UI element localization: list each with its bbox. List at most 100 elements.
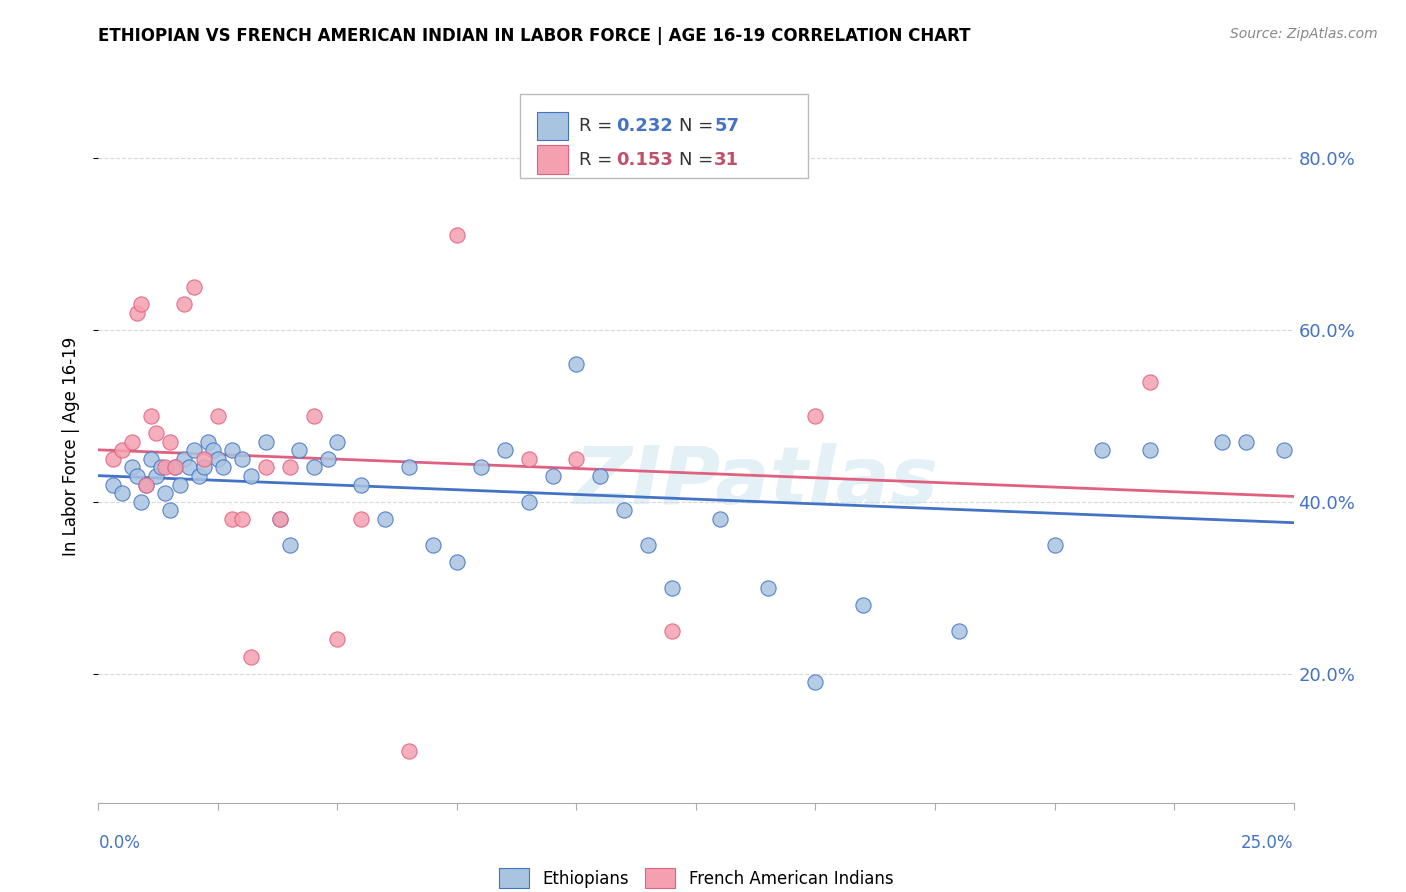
Point xyxy=(565,451,588,466)
Point xyxy=(163,460,186,475)
Point xyxy=(517,495,540,509)
Point xyxy=(517,451,540,466)
Point xyxy=(207,451,229,466)
Point xyxy=(302,409,325,423)
Point xyxy=(145,469,167,483)
Point xyxy=(149,460,172,475)
Text: 57: 57 xyxy=(714,117,740,135)
Point xyxy=(756,581,779,595)
Point xyxy=(1139,375,1161,389)
Legend: Ethiopians, French American Indians: Ethiopians, French American Indians xyxy=(492,862,900,892)
Point xyxy=(183,280,205,294)
Text: R =: R = xyxy=(579,151,619,169)
Point xyxy=(139,451,162,466)
Point xyxy=(173,451,195,466)
Point xyxy=(1091,443,1114,458)
Point xyxy=(661,624,683,638)
Point xyxy=(211,460,233,475)
Text: ETHIOPIAN VS FRENCH AMERICAN INDIAN IN LABOR FORCE | AGE 16-19 CORRELATION CHART: ETHIOPIAN VS FRENCH AMERICAN INDIAN IN L… xyxy=(98,27,972,45)
Point xyxy=(316,451,339,466)
Point xyxy=(1043,538,1066,552)
Point xyxy=(948,624,970,638)
Point xyxy=(131,297,153,311)
Point xyxy=(221,512,243,526)
Point xyxy=(1211,434,1233,449)
Point xyxy=(193,460,215,475)
Text: 0.0%: 0.0% xyxy=(98,834,141,852)
Text: 0.153: 0.153 xyxy=(616,151,672,169)
Point xyxy=(350,477,373,491)
Point xyxy=(254,434,277,449)
Point xyxy=(446,228,468,243)
Point xyxy=(121,460,143,475)
Point xyxy=(269,512,291,526)
Point xyxy=(231,512,253,526)
Point xyxy=(565,357,588,371)
Point xyxy=(131,495,153,509)
Point xyxy=(326,632,349,647)
Text: Source: ZipAtlas.com: Source: ZipAtlas.com xyxy=(1230,27,1378,41)
Point xyxy=(446,555,468,569)
Point xyxy=(231,451,253,466)
Point xyxy=(145,426,167,441)
Point xyxy=(111,443,134,458)
Text: N =: N = xyxy=(679,117,718,135)
Point xyxy=(254,460,277,475)
Point xyxy=(187,469,209,483)
Point xyxy=(125,469,148,483)
Point xyxy=(159,503,181,517)
Point xyxy=(852,598,875,612)
Point xyxy=(613,503,636,517)
Point xyxy=(169,477,191,491)
Text: R =: R = xyxy=(579,117,619,135)
Text: ZIPatlas: ZIPatlas xyxy=(574,442,938,521)
Point xyxy=(494,443,516,458)
Point xyxy=(197,434,219,449)
Point xyxy=(661,581,683,595)
Point xyxy=(155,460,177,475)
Point xyxy=(1234,434,1257,449)
Point xyxy=(278,538,301,552)
Point xyxy=(398,460,420,475)
Point xyxy=(121,434,143,449)
Point xyxy=(135,477,157,491)
Point xyxy=(159,434,181,449)
Point xyxy=(202,443,225,458)
Point xyxy=(709,512,731,526)
Point xyxy=(183,443,205,458)
Text: N =: N = xyxy=(679,151,718,169)
Point xyxy=(804,409,827,423)
Point xyxy=(135,477,157,491)
Point xyxy=(302,460,325,475)
Point xyxy=(111,486,134,500)
Point xyxy=(173,297,195,311)
Point xyxy=(221,443,243,458)
Point xyxy=(240,649,263,664)
Point xyxy=(374,512,396,526)
Point xyxy=(207,409,229,423)
Point xyxy=(804,675,827,690)
Point xyxy=(350,512,373,526)
Point xyxy=(326,434,349,449)
Point xyxy=(269,512,291,526)
Text: 31: 31 xyxy=(714,151,740,169)
Point xyxy=(637,538,659,552)
Point xyxy=(1272,443,1295,458)
Text: 0.232: 0.232 xyxy=(616,117,672,135)
Point xyxy=(398,744,420,758)
Point xyxy=(193,451,215,466)
Point xyxy=(101,451,124,466)
Point xyxy=(155,486,177,500)
Point xyxy=(163,460,186,475)
Text: 25.0%: 25.0% xyxy=(1241,834,1294,852)
Point xyxy=(179,460,201,475)
Point xyxy=(589,469,612,483)
Point xyxy=(240,469,263,483)
Y-axis label: In Labor Force | Age 16-19: In Labor Force | Age 16-19 xyxy=(62,336,80,556)
Point xyxy=(422,538,444,552)
Point xyxy=(101,477,124,491)
Point xyxy=(288,443,311,458)
Point xyxy=(139,409,162,423)
Point xyxy=(1139,443,1161,458)
Point xyxy=(541,469,564,483)
